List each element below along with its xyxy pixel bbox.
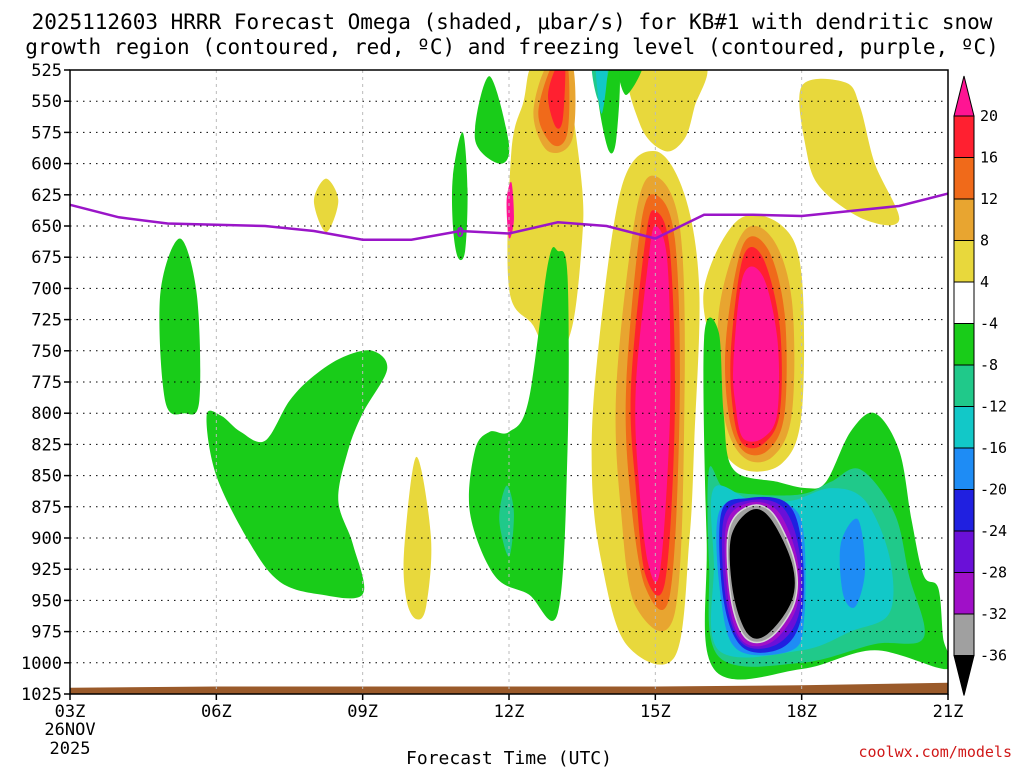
colorbar-label: 12 <box>980 190 998 208</box>
y-tick-label: 675 <box>31 248 62 268</box>
freezing-level-contour-label: 0 <box>456 226 464 241</box>
chart-title-line-2: growth region (contoured, red, ºC) and f… <box>25 35 999 59</box>
y-tick-label: 1025 <box>21 685 62 705</box>
x-tick-label: 21Z <box>933 702 964 722</box>
y-tick-label: 775 <box>31 373 62 393</box>
y-tick-label: 825 <box>31 435 62 455</box>
y-tick-label: 925 <box>31 560 62 580</box>
omega-region-6 <box>403 456 432 620</box>
omega-region-18 <box>506 181 514 239</box>
y-tick-label: 725 <box>31 311 62 331</box>
colorbar-label: -4 <box>980 315 998 333</box>
y-tick-label: 975 <box>31 623 62 643</box>
colorbar: 20 16 12 8 4 -4 -8 -12 -16 -20 -24 -28 -32 -36 <box>953 75 1007 696</box>
y-tick-label: 650 <box>31 217 62 237</box>
omega-region-33 <box>839 518 866 608</box>
colorbar-label: -20 <box>980 481 1007 499</box>
omega-region-31 <box>595 70 608 114</box>
y-axis-ticks: 525 550 575 600 625 650 675 700 725 750 775 800 825 8… <box>21 61 70 705</box>
y-tick-label: 575 <box>31 123 62 143</box>
grid-lines <box>70 69 948 695</box>
colorbar-swatch <box>953 613 975 656</box>
y-tick-label: 900 <box>31 529 62 549</box>
date-label-day: 26NOV <box>44 720 95 740</box>
chart-title-line-1: 2025112603 HRRR Forecast Omega (shaded, … <box>32 10 993 34</box>
omega-region-4 <box>799 78 900 226</box>
x-tick-label: 15Z <box>640 702 671 722</box>
colorbar-swatch <box>953 364 975 407</box>
omega-region-1 <box>627 70 708 152</box>
colorbar-label: 20 <box>980 107 998 125</box>
colorbar-label: -36 <box>980 647 1007 665</box>
y-tick-label: 875 <box>31 498 62 518</box>
y-tick-label: 625 <box>31 186 62 206</box>
colorbar-label: -8 <box>980 356 998 374</box>
colorbar-label: 16 <box>980 149 998 167</box>
colorbar-label: -24 <box>980 522 1007 540</box>
colorbar-swatch <box>953 530 975 573</box>
omega-region-5 <box>313 178 339 233</box>
x-tick-label: 12Z <box>494 702 525 722</box>
colorbar-label: 8 <box>980 232 989 250</box>
x-tick-label: 09Z <box>347 702 378 722</box>
y-tick-label: 800 <box>31 404 62 424</box>
colorbar-bottom-arrow <box>953 655 975 696</box>
omega-region-22 <box>468 247 569 621</box>
y-tick-label: 700 <box>31 279 62 299</box>
omega-region-13 <box>547 70 566 129</box>
colorbar-swatch <box>953 157 975 200</box>
colorbar-label: 4 <box>980 273 989 291</box>
colorbar-label: -16 <box>980 439 1007 457</box>
y-tick-label: 950 <box>31 591 62 611</box>
x-tick-label: 03Z <box>55 702 86 722</box>
colorbar-swatch <box>953 406 975 449</box>
y-tick-label: 550 <box>31 92 62 112</box>
omega-region-28 <box>499 485 514 557</box>
colorbar-swatch <box>953 323 975 366</box>
omega-region-21 <box>206 350 388 599</box>
colorbar-swatch <box>953 240 975 283</box>
colorbar-swatch <box>953 447 975 490</box>
x-tick-label: 06Z <box>201 702 232 722</box>
y-tick-label: 750 <box>31 342 62 362</box>
y-tick-label: 1000 <box>21 654 62 674</box>
omega-region-16 <box>635 226 671 583</box>
omega-region-24 <box>618 70 642 95</box>
credit-link[interactable]: coolwx.com/models <box>858 743 1012 761</box>
colorbar-label: -32 <box>980 605 1007 623</box>
colorbar-swatch <box>953 115 975 158</box>
x-axis-ticks: 03Z 06Z 09Z 12Z 15Z 18Z 21Z <box>55 694 964 722</box>
freezing-level-layer: 0 <box>69 192 949 241</box>
colorbar-swatch <box>953 281 975 324</box>
freezing-level-line <box>69 192 949 241</box>
colorbar-swatch <box>953 489 975 532</box>
y-tick-label: 600 <box>31 155 62 175</box>
colorbar-swatch <box>953 572 975 615</box>
colorbar-label: -12 <box>980 398 1007 416</box>
y-tick-label: 850 <box>31 467 62 487</box>
plot-area <box>70 70 948 694</box>
omega-region-17 <box>733 266 780 442</box>
x-axis-label: Forecast Time (UTC) <box>406 748 612 768</box>
omega-region-23 <box>474 76 510 164</box>
omega-region-38 <box>729 509 795 639</box>
colorbar-label: -28 <box>980 564 1007 582</box>
x-tick-label: 18Z <box>786 702 817 722</box>
omega-region-19 <box>451 132 468 261</box>
y-tick-label: 525 <box>31 61 62 81</box>
date-label-year: 2025 <box>50 739 91 759</box>
colorbar-top-arrow <box>953 75 975 117</box>
colorbar-swatch <box>953 198 975 241</box>
omega-region-20 <box>159 238 201 415</box>
